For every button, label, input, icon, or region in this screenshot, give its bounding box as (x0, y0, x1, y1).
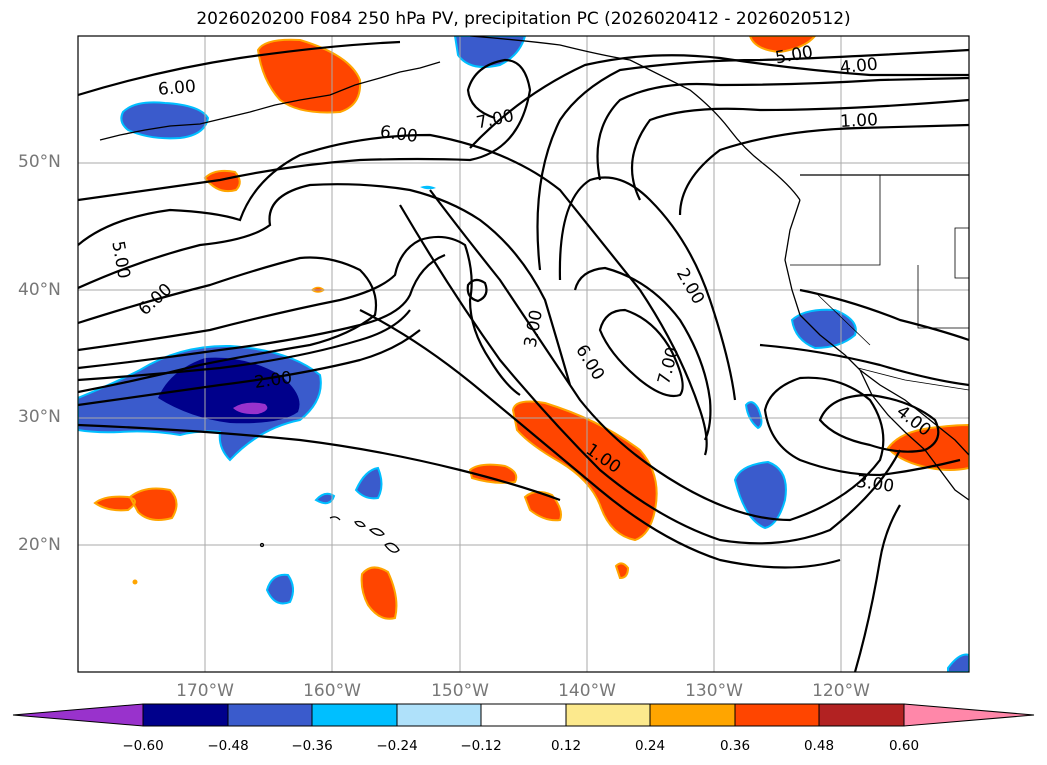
contour-label: 6.00 (135, 280, 177, 320)
positive-anomaly-west (93, 487, 178, 521)
positive-anomaly-speck (132, 579, 138, 585)
colorbar-tick-label: −0.48 (207, 738, 249, 754)
colorbar-segment (480, 703, 567, 727)
colorbar-segment (227, 703, 313, 727)
latitude-label: 50°N (18, 152, 61, 172)
coastlines (99, 36, 969, 501)
colorbar-tick-label: −0.60 (122, 738, 164, 754)
longitude-label: 160°W (303, 681, 361, 701)
negative-anomaly-small (314, 492, 336, 505)
colorbar-segment (649, 703, 736, 727)
negative-anomaly-narrow (744, 401, 763, 430)
longitude-label: 130°W (685, 681, 743, 701)
negative-anomaly-hawaii-north (354, 466, 383, 500)
contour-label: 6.00 (157, 77, 196, 100)
precip-anomaly-fills (78, 36, 969, 672)
negative-anomaly-south (265, 573, 294, 605)
positive-anomaly-central-pacific (511, 400, 658, 542)
negative-anomaly-baja-west (733, 460, 787, 530)
colorbar-segment (734, 703, 820, 727)
colorbar-segment (311, 703, 398, 727)
longitude-label: 120°W (812, 681, 870, 701)
contour-label: 1.00 (840, 110, 879, 132)
colorbar-segment (142, 703, 229, 727)
pv-contours (78, 40, 969, 672)
positive-anomaly-hawaii-north (468, 463, 518, 484)
colorbar-tick-label: −0.36 (291, 738, 333, 754)
contour-label: 6.00 (379, 122, 419, 147)
colorbar-extend-min (12, 703, 144, 727)
colorbar-segment (396, 703, 482, 727)
positive-anomaly-small (614, 562, 630, 580)
positive-anomaly-south (360, 566, 398, 620)
negative-anomaly-tiny (420, 185, 436, 190)
negative-anomaly-california (790, 308, 857, 350)
very-strong-negative-core (233, 402, 268, 415)
latitude-label: 20°N (18, 535, 61, 555)
colorbar-extend-max (903, 703, 1035, 727)
contour-label: 3.00 (855, 472, 895, 497)
negative-anomaly-corner (947, 653, 969, 672)
contour-label: 7.00 (654, 345, 683, 387)
contour-label: 4.00 (839, 54, 879, 78)
longitude-label: 150°W (431, 681, 489, 701)
colorbar-segment (818, 703, 905, 727)
longitude-label: 170°W (176, 681, 234, 701)
graticule (78, 36, 969, 672)
map-frame (77, 35, 970, 673)
positive-anomaly-hawaii-east (523, 491, 562, 522)
colorbar-tick-label: 0.36 (719, 738, 751, 754)
hawaiian-islands (259, 516, 400, 553)
latitude-label: 40°N (18, 280, 61, 300)
colorbar-tick-label: 0.60 (888, 738, 920, 754)
map-title: 2026020200 F084 250 hPa PV, precipitatio… (196, 9, 851, 29)
colorbar-tick-label: −0.12 (460, 738, 502, 754)
longitude-label: 140°W (558, 681, 616, 701)
contour-label: 6.00 (571, 341, 608, 384)
map-plot-area: 6.00 5.00 6.00 7.00 6.00 5.00 4.00 1.00 … (78, 36, 969, 672)
negative-anomaly-aleutian (120, 101, 210, 140)
positive-anomaly-gulf (256, 38, 362, 114)
colorbar-tick-label: 0.24 (634, 738, 666, 754)
contour-label: 2.00 (672, 265, 708, 308)
colorbar-tick-label: 0.12 (550, 738, 582, 754)
latitude-label: 30°N (18, 407, 61, 427)
colorbar-tick-label: −0.24 (376, 738, 418, 754)
colorbar (12, 703, 1035, 727)
positive-anomaly-aleutian-small (203, 169, 241, 193)
colorbar-segment (565, 703, 651, 727)
positive-anomaly-northeast (748, 36, 817, 54)
colorbar-tick-label: 0.48 (803, 738, 835, 754)
